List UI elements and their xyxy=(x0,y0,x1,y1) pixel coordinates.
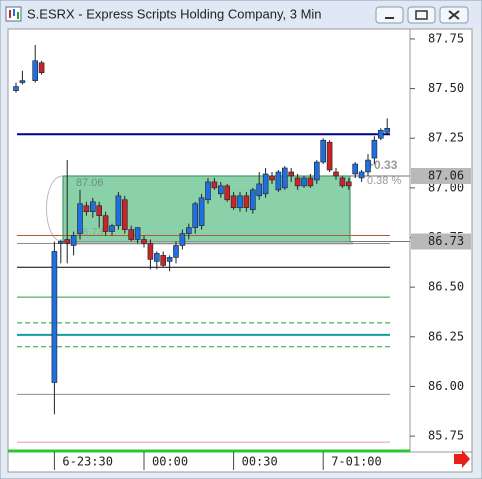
candle-body xyxy=(224,185,230,201)
candle-body xyxy=(57,241,64,244)
candle-body xyxy=(134,227,141,240)
candle-body xyxy=(288,171,295,177)
x-tick-label: 7-01:00 xyxy=(331,455,382,469)
candle-body xyxy=(179,233,186,246)
y-tick-label: 87.50 xyxy=(428,81,464,95)
candle-body xyxy=(186,227,192,234)
y-tick-label: 87.25 xyxy=(428,131,464,145)
candle-body xyxy=(345,181,352,187)
candle-body xyxy=(96,205,102,216)
candle-body xyxy=(371,139,378,159)
candle-body xyxy=(352,163,359,175)
candle-body xyxy=(128,229,134,240)
scroll-arrow[interactable] xyxy=(454,450,470,468)
candle-body xyxy=(51,251,58,383)
x-tick-label: 6-23:30 xyxy=(62,455,113,469)
candle-body xyxy=(205,181,211,201)
candle-body xyxy=(269,175,275,181)
candle-body xyxy=(173,245,179,258)
candle-body xyxy=(365,159,371,173)
price-tag-top-label: 87.06 xyxy=(428,168,464,182)
candle-body xyxy=(102,215,109,232)
candle-body xyxy=(275,171,282,191)
candle-body xyxy=(313,161,320,181)
candle-body xyxy=(333,171,339,177)
candle-body xyxy=(141,239,147,244)
candle-body xyxy=(83,205,90,213)
candle-body xyxy=(70,235,77,246)
candle-body xyxy=(384,127,391,133)
candle-body xyxy=(160,255,166,266)
x-tick-label: 00:30 xyxy=(242,455,278,469)
candle-body xyxy=(320,139,327,163)
y-tick-label: 86.50 xyxy=(428,280,464,294)
candle-body xyxy=(211,181,218,189)
candle-body xyxy=(122,199,128,230)
maximize-button[interactable] xyxy=(407,6,436,24)
candle-body xyxy=(154,253,160,262)
candle-body xyxy=(32,60,39,81)
range-change-pct: 0.38 % xyxy=(367,175,401,187)
candle-body xyxy=(230,195,237,209)
candle-body xyxy=(377,129,384,139)
candle-body xyxy=(243,195,250,209)
x-tick-label: 00:00 xyxy=(152,455,188,469)
candle-body xyxy=(218,185,224,195)
candle-body xyxy=(77,203,83,234)
y-tick-label: 86.00 xyxy=(428,379,464,393)
candle-body xyxy=(301,177,307,187)
candle-body xyxy=(13,86,19,91)
candle-body xyxy=(38,62,45,73)
candle-body xyxy=(166,257,173,262)
candle-body xyxy=(307,177,314,187)
candle-body xyxy=(262,173,269,195)
y-tick-label: 85.75 xyxy=(428,429,464,443)
range-bracket xyxy=(46,175,64,242)
candle-body xyxy=(294,177,301,187)
y-tick-label: 87.75 xyxy=(428,31,464,45)
candle-body xyxy=(237,195,243,209)
price-tag-bottom-label: 86.73 xyxy=(428,234,464,248)
candle-body xyxy=(256,183,263,197)
candle-body xyxy=(19,80,26,83)
minimize-button[interactable] xyxy=(375,6,404,24)
price-tag-bottom xyxy=(411,233,471,250)
candle-body xyxy=(358,171,365,179)
close-button[interactable] xyxy=(439,6,469,24)
candle-body xyxy=(250,189,256,211)
price-tag-top xyxy=(411,167,471,184)
candle-body xyxy=(339,177,346,187)
range-change: +0.33 xyxy=(367,158,398,172)
candle-body xyxy=(64,239,70,244)
candle-body xyxy=(90,201,96,213)
candle-body xyxy=(198,197,205,226)
app-icon xyxy=(5,6,22,22)
candle-body xyxy=(281,167,288,189)
range-top-label: 87.06 xyxy=(76,177,104,189)
candle-body xyxy=(147,243,154,260)
candle-body xyxy=(192,203,198,228)
candle-body xyxy=(115,195,122,226)
candle-body xyxy=(109,225,115,232)
y-tick-label: 86.25 xyxy=(428,329,464,343)
plot-layer: 85.7586.0086.2586.5086.7587.0087.2587.50… xyxy=(13,31,471,470)
candle-body xyxy=(326,141,333,171)
window-title: S.ESRX - Express Scripts Holding Company… xyxy=(27,6,322,21)
